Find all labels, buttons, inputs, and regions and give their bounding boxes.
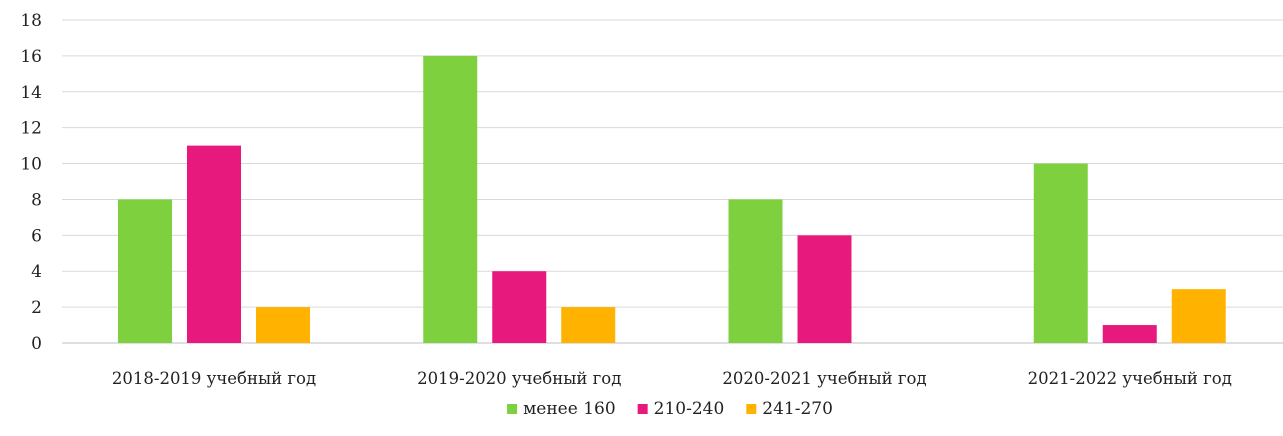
y-tick-label: 18 — [20, 11, 42, 31]
bar-241-270-3 — [1171, 289, 1226, 343]
x-category-label: 2018-2019 учебный год — [112, 369, 316, 388]
x-category-label: 2020-2021 учебный год — [722, 369, 926, 388]
legend-label: 241-270 — [762, 399, 833, 419]
bar-менее-160-0 — [118, 199, 172, 343]
x-category-label: 2021-2022 учебный год — [1028, 369, 1232, 388]
y-tick-label: 10 — [20, 155, 42, 175]
bar-менее-160-2 — [728, 199, 783, 343]
y-tick-label: 14 — [20, 83, 42, 103]
legend-item: 241-270 — [746, 399, 833, 419]
bars — [118, 55, 1226, 344]
bar-210-240-1 — [492, 271, 547, 343]
y-tick-label: 0 — [31, 334, 42, 354]
y-tick-label: 16 — [20, 47, 42, 67]
legend: менее 160 210-240 241-270 — [507, 399, 833, 419]
gridlines — [62, 19, 1283, 344]
legend-label: менее 160 — [523, 399, 616, 419]
legend-swatch — [746, 404, 757, 414]
y-axis-ticks: 0 2 4 6 8 10 12 14 16 18 — [20, 11, 42, 354]
bar-241-270-0 — [256, 307, 310, 343]
legend-swatch — [507, 404, 518, 414]
y-tick-label: 8 — [31, 190, 42, 210]
bar-210-240-2 — [797, 235, 852, 343]
legend-item: менее 160 — [507, 399, 616, 419]
y-tick-label: 4 — [31, 262, 42, 282]
legend-item: 210-240 — [637, 399, 725, 419]
y-tick-label: 6 — [31, 226, 42, 246]
x-category-label: 2019-2020 учебный год — [417, 369, 621, 388]
bar-менее-160-1 — [423, 55, 478, 344]
legend-swatch — [637, 404, 648, 414]
y-tick-label: 2 — [31, 298, 42, 318]
y-tick-label: 12 — [20, 119, 42, 139]
x-axis-labels: 2018-2019 учебный год 2019-2020 учебный г… — [112, 369, 1232, 388]
bar-210-240-3 — [1102, 325, 1157, 343]
legend-label: 210-240 — [654, 399, 725, 419]
bar-менее-160-3 — [1033, 163, 1088, 343]
bar-210-240-0 — [187, 145, 241, 343]
bar-241-270-1 — [561, 307, 616, 343]
